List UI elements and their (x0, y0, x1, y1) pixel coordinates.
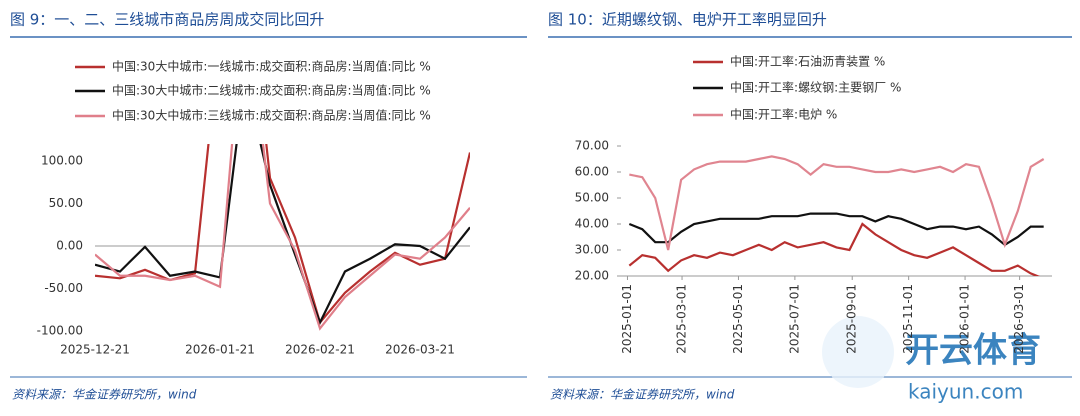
x-tick-label: 2025-09-01 (845, 284, 859, 354)
legend-label: 中国:开工率:螺纹钢:主要钢厂 % (730, 80, 901, 95)
legend-label: 中国:开工率:电炉 % (730, 107, 837, 122)
chart-title: 图 10：近期螺纹钢、电炉开工率明显回升 (548, 11, 827, 29)
series-line (628, 222, 1041, 276)
plot-area (95, 144, 470, 331)
y-tick-label: 20.00 (575, 269, 609, 283)
y-tick-label: 0.00 (56, 239, 83, 253)
watermark-logo (822, 316, 894, 388)
x-tick-label: 2026-03-01 (1012, 284, 1026, 354)
y-tick-label: 70.00 (575, 139, 609, 153)
source: 资料来源：华金证券研究所，wind (12, 388, 197, 402)
x-tick-label: 2025-03-01 (675, 284, 689, 354)
x-tick-label: 2026-01-01 (958, 284, 972, 354)
series-line (95, 144, 470, 325)
plot-area (628, 155, 1045, 276)
y-tick-label: -50.00 (44, 281, 83, 295)
x-tick-label: 2025-11-01 (901, 284, 915, 354)
y-tick-label: 50.00 (575, 191, 609, 205)
legend-label: 中国:30大中城市:三线城市:成交面积:商品房:当周值:同比 % (112, 108, 431, 123)
x-tick-label: 2026-01-21 (185, 343, 255, 357)
x-tick-label: 2026-03-21 (385, 343, 455, 357)
watermark-brand: 开云体育 (905, 331, 1041, 371)
series-line (628, 212, 1044, 247)
x-tick-label: 2025-01-01 (620, 284, 634, 354)
series-line (95, 144, 470, 326)
legend-label: 中国:开工率:石油沥青装置 % (730, 54, 885, 69)
y-tick-label: 60.00 (575, 165, 609, 179)
series-line (95, 144, 470, 331)
x-tick-label: 2025-05-01 (731, 284, 745, 354)
x-tick-label: 2025-07-01 (787, 284, 801, 354)
y-tick-label: 30.00 (575, 243, 609, 257)
y-tick-label: -100.00 (37, 324, 83, 338)
y-tick-label: 40.00 (575, 217, 609, 231)
y-tick-label: 50.00 (49, 196, 83, 210)
watermark-url: kaiyun.com (908, 380, 1023, 404)
chart-title: 图 9：一、二、三线城市商品房周成交同比回升 (10, 11, 324, 29)
source: 资料来源：华金证券研究所，wind (550, 388, 735, 402)
x-tick-label: 2026-02-21 (285, 343, 355, 357)
legend-label: 中国:30大中城市:二线城市:成交面积:商品房:当周值:同比 % (112, 83, 431, 98)
legend-label: 中国:30大中城市:一线城市:成交面积:商品房:当周值:同比 % (112, 59, 431, 74)
y-tick-label: 100.00 (41, 154, 83, 168)
x-tick-label: 2025-12-21 (60, 343, 130, 357)
series-line (629, 155, 1045, 251)
